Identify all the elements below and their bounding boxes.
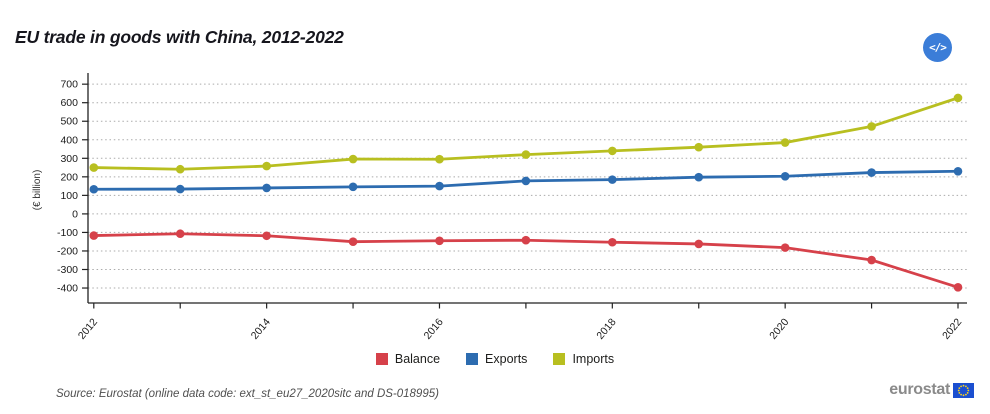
- chart-legend: Balance Exports Imports: [0, 352, 990, 366]
- svg-text:300: 300: [60, 153, 78, 165]
- legend-label: Exports: [485, 352, 528, 366]
- source-note: Source: Eurostat (online data code: ext_…: [56, 388, 439, 400]
- svg-text:-400: -400: [57, 283, 78, 295]
- svg-text:400: 400: [60, 134, 78, 146]
- eurostat-logo-text: eurostat: [889, 381, 950, 398]
- trade-line-chart: -400 -300 -200 -100 0 100 200 300 400 500 600 700 20…: [32, 73, 968, 342]
- legend-item-imports[interactable]: Imports: [553, 352, 614, 366]
- code-icon: </>: [929, 41, 947, 54]
- imports-swatch-icon: [553, 353, 566, 365]
- svg-text:2012: 2012: [76, 316, 100, 342]
- legend-item-exports[interactable]: Exports: [466, 352, 527, 366]
- legend-label: Balance: [394, 352, 441, 366]
- svg-text:600: 600: [60, 97, 78, 109]
- svg-text:200: 200: [60, 171, 78, 183]
- svg-text:2018: 2018: [594, 316, 618, 342]
- svg-text:-100: -100: [57, 227, 78, 239]
- eu-flag-icon: [953, 382, 974, 398]
- balance-swatch-icon: [375, 353, 388, 365]
- svg-text:0: 0: [72, 208, 78, 220]
- legend-item-balance[interactable]: Balance: [375, 352, 441, 366]
- svg-text:(€ billion): (€ billion): [32, 170, 43, 211]
- svg-text:-200: -200: [57, 245, 78, 257]
- exports-swatch-icon: [466, 353, 479, 365]
- svg-text:100: 100: [60, 190, 78, 202]
- embed-code-button[interactable]: </>: [923, 33, 952, 62]
- svg-text:2020: 2020: [767, 316, 791, 342]
- svg-text:700: 700: [60, 79, 78, 91]
- svg-text:500: 500: [60, 116, 78, 128]
- svg-text:2022: 2022: [940, 316, 964, 342]
- svg-text:-300: -300: [57, 264, 78, 276]
- svg-text:2014: 2014: [249, 316, 273, 342]
- svg-text:2016: 2016: [422, 316, 446, 342]
- legend-label: Imports: [572, 352, 615, 366]
- eurostat-logo: eurostat: [889, 381, 974, 399]
- chart-title: EU trade in goods with China, 2012-2022: [15, 27, 344, 47]
